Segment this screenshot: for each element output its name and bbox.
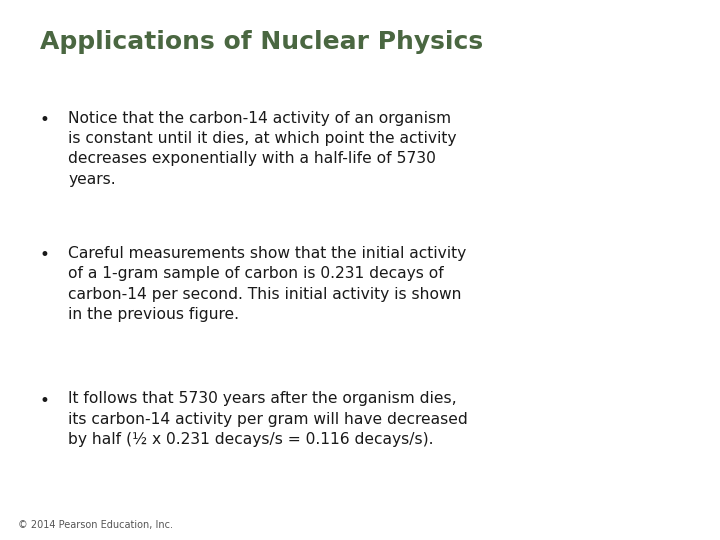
Text: Notice that the carbon-14 activity of an organism
is constant until it dies, at : Notice that the carbon-14 activity of an…: [68, 111, 457, 187]
Text: It follows that 5730 years after the organism dies,
its carbon-14 activity per g: It follows that 5730 years after the org…: [68, 392, 468, 447]
Text: Careful measurements show that the initial activity
of a 1-gram sample of carbon: Careful measurements show that the initi…: [68, 246, 467, 322]
Text: © 2014 Pearson Education, Inc.: © 2014 Pearson Education, Inc.: [18, 520, 173, 530]
Text: •: •: [40, 392, 50, 409]
Text: •: •: [40, 111, 50, 129]
Text: Applications of Nuclear Physics: Applications of Nuclear Physics: [40, 30, 482, 53]
Text: •: •: [40, 246, 50, 264]
